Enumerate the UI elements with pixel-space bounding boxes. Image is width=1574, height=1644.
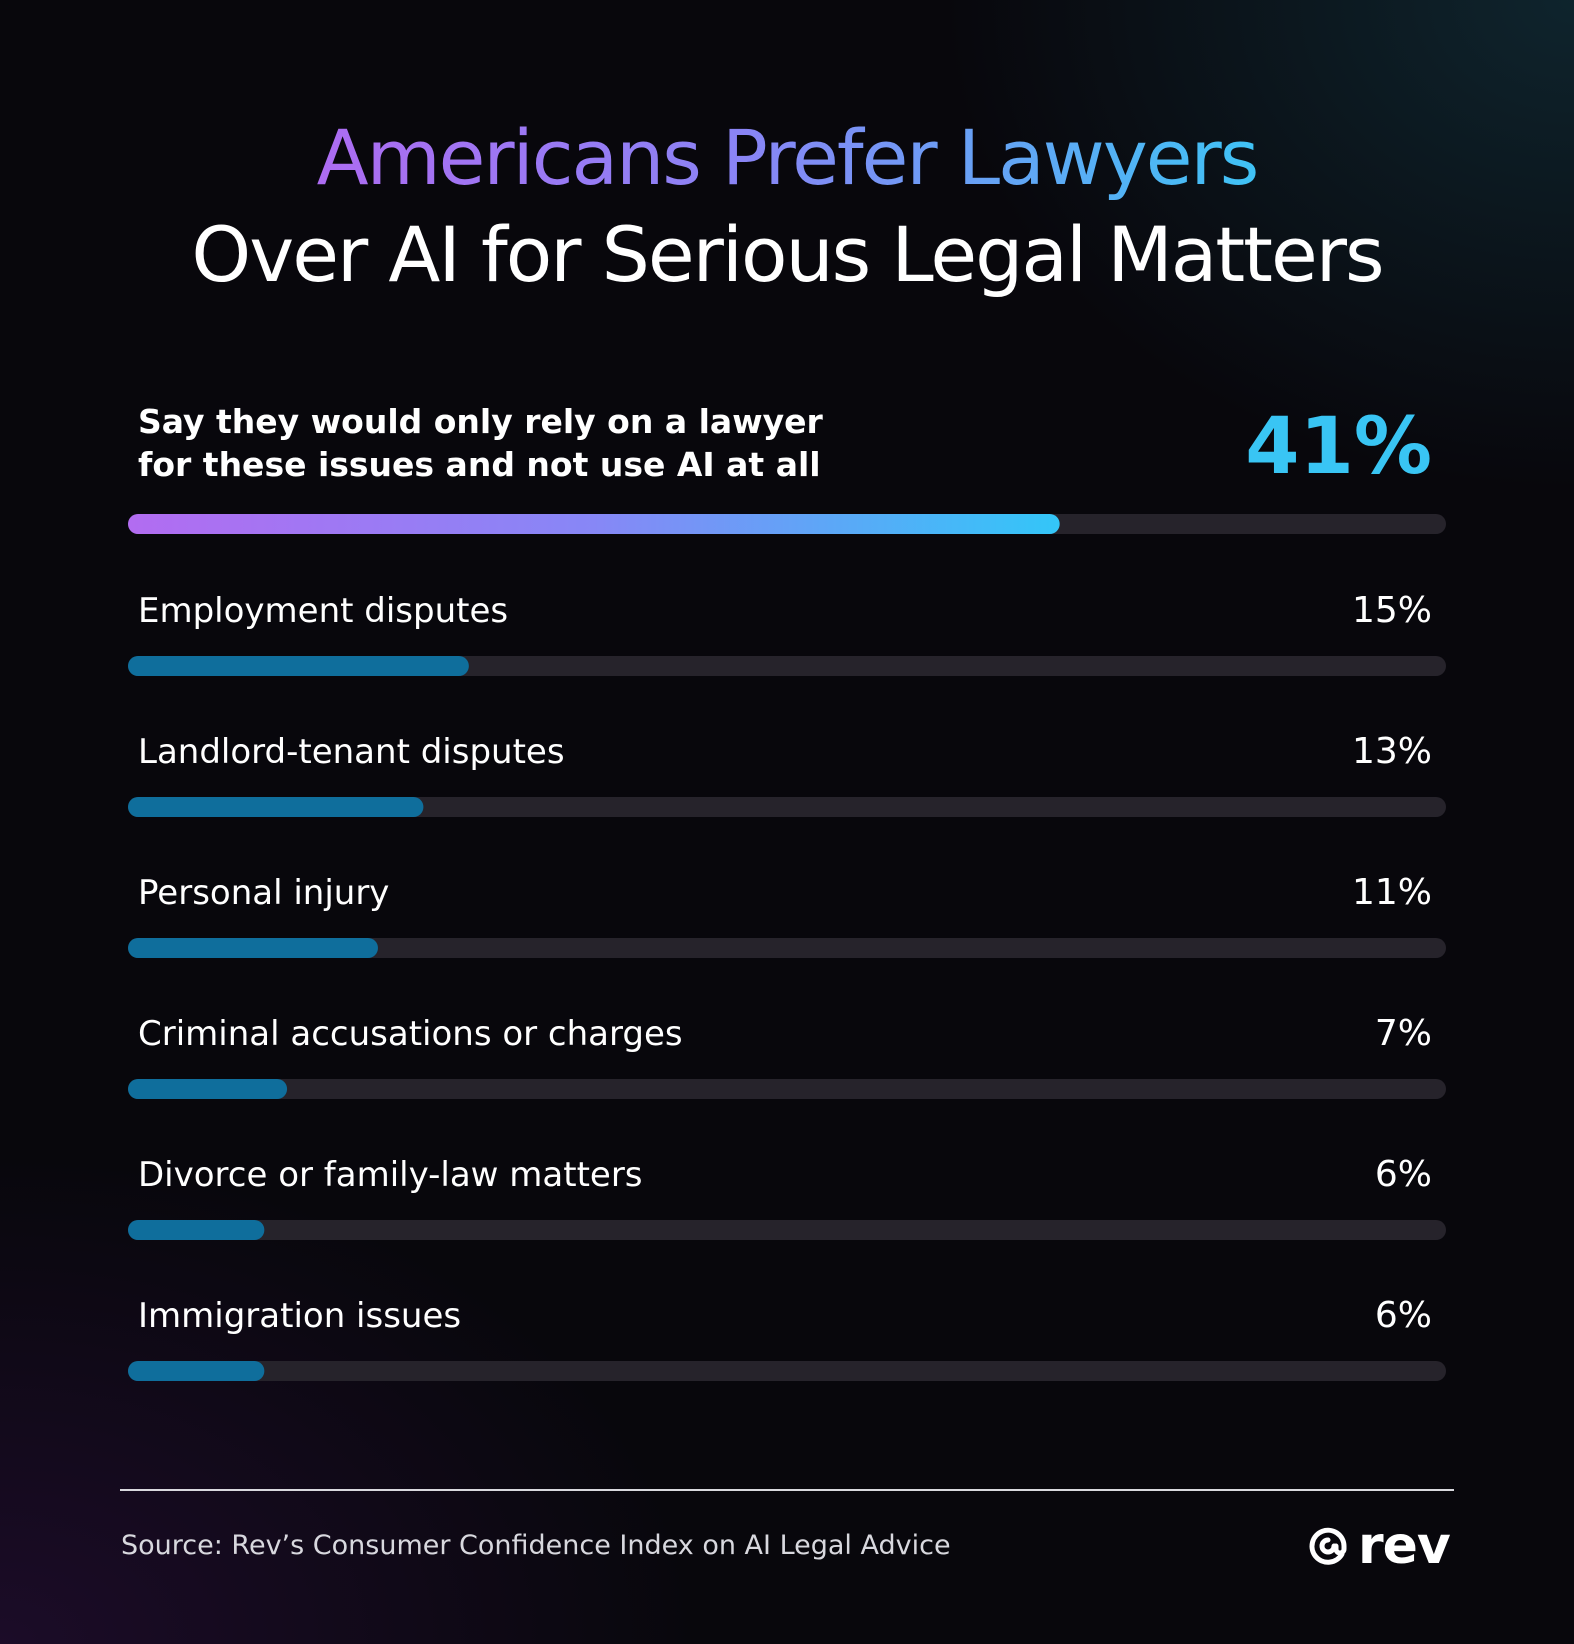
chart-row: Divorce or family-law matters 6% — [128, 1154, 1446, 1240]
bar-track — [128, 797, 1446, 817]
value-label: 15% — [1352, 590, 1432, 631]
highlight-bar — [128, 514, 1060, 534]
bar — [128, 1079, 288, 1099]
chart-row: Criminal accusations or charges 7% — [128, 1013, 1446, 1099]
bar-track — [128, 1361, 1446, 1381]
source-text: Source: Rev’s Consumer Confidence Index … — [121, 1530, 951, 1561]
chart-row: Immigration issues 6% — [128, 1295, 1446, 1381]
value-label: 13% — [1352, 731, 1432, 772]
bar — [128, 938, 378, 958]
logo-wordmark: rev — [1358, 1516, 1451, 1576]
bar — [128, 1220, 265, 1240]
category-label: Personal injury — [138, 873, 389, 913]
title-line-2: Over AI for Serious Legal Matters — [191, 210, 1384, 299]
highlight-row: Say they would only rely on a lawyer for … — [128, 402, 1446, 534]
category-label: Landlord-tenant disputes — [138, 732, 565, 772]
category-label: Divorce or family-law matters — [138, 1155, 643, 1195]
bar — [128, 1361, 265, 1381]
category-label: Employment disputes — [138, 591, 508, 631]
bar — [128, 656, 469, 676]
rev-logo: rev — [1306, 1516, 1451, 1576]
highlight-value-label: 41% — [1245, 402, 1432, 492]
bar-track — [128, 938, 1446, 958]
chart-row: Employment disputes 15% — [128, 590, 1446, 676]
highlight-label-line: Say they would only rely on a lawyer — [138, 402, 824, 441]
at-sign-icon — [1309, 1527, 1347, 1565]
value-label: 6% — [1375, 1295, 1432, 1336]
bar — [128, 797, 424, 817]
category-label: Immigration issues — [138, 1296, 461, 1336]
value-label: 7% — [1375, 1013, 1432, 1054]
category-label: Criminal accusations or charges — [138, 1014, 683, 1054]
title-line-1: Americans Prefer Lawyers — [316, 113, 1260, 202]
highlight-label-line: for these issues and not use AI at all — [138, 445, 821, 484]
chart-rows: Employment disputes 15% Landlord-tenant di… — [128, 590, 1446, 1381]
chart-row: Landlord-tenant disputes 13% — [128, 731, 1446, 817]
bar-track — [128, 1220, 1446, 1240]
value-label: 6% — [1375, 1154, 1432, 1195]
bar-chart: Say they would only rely on a lawyer for … — [128, 402, 1446, 1381]
footer-divider — [120, 1489, 1454, 1491]
chart-row: Personal injury 11% — [128, 872, 1446, 958]
bar-track — [128, 1079, 1446, 1099]
value-label: 11% — [1352, 872, 1432, 913]
